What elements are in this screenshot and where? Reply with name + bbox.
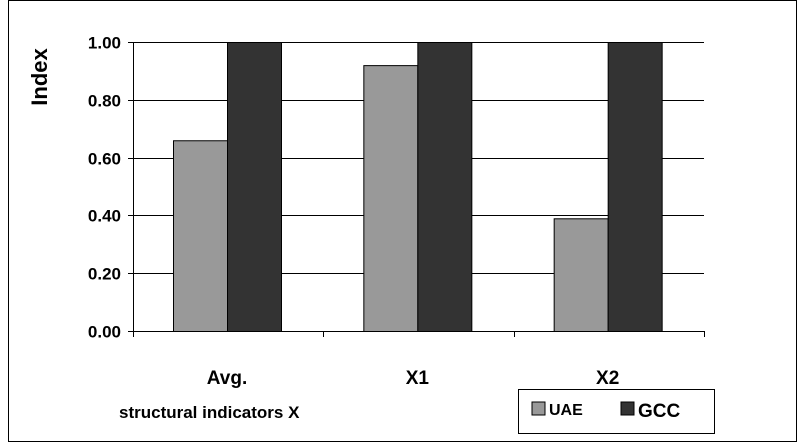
x-category-label: X1: [406, 368, 430, 389]
bar-uae-2: [553, 218, 609, 332]
bar-gcc-0: [227, 42, 282, 332]
x-axis-title: structural indicators X: [119, 403, 300, 422]
bars: [173, 42, 663, 333]
legend-label-gcc: GCC: [638, 401, 681, 422]
legend-label-uae: UAE: [549, 402, 583, 419]
bar-gcc-1: [417, 42, 473, 332]
x-category-label: X2: [596, 368, 619, 389]
y-tick-label: 1.00: [88, 34, 121, 53]
bar-uae-0: [173, 140, 228, 332]
x-category-labels: Avg. X1 X2: [207, 368, 620, 389]
legend-swatch-gcc: [620, 401, 635, 416]
y-tick-label: 0.40: [88, 207, 121, 226]
legend-box: [518, 389, 715, 434]
axes: [128, 42, 705, 337]
y-tick-label: 0.60: [88, 150, 121, 169]
bar-uae-1: [363, 65, 419, 333]
legend-swatch-uae: [531, 401, 546, 416]
y-tick-label: 0.20: [88, 265, 121, 284]
bar-gcc-2: [607, 42, 663, 332]
y-tick-label: 0.00: [88, 323, 121, 342]
y-tick-labels: 0.00 0.20 0.40 0.60 0.80 1.00: [88, 34, 121, 342]
y-tick-label: 0.80: [88, 92, 121, 111]
y-axis-title: Index: [27, 48, 52, 106]
legend: UAE GCC: [518, 389, 715, 434]
x-category-label: Avg.: [207, 368, 247, 389]
